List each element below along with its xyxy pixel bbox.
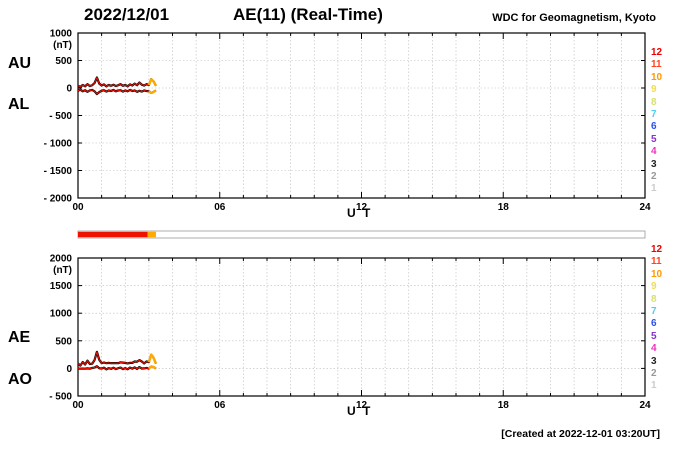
station-count-legend-bottom: 12 11 10 9 8 7 6 5 4 3 2 1 [651, 244, 681, 393]
station-count-5: 5 [651, 133, 657, 145]
x-tick-label: 24 [639, 400, 651, 411]
data-source-label: WDC for Geomagnetism, Kyoto [492, 12, 656, 24]
trace-ae-recent [147, 353, 158, 365]
trace-au [77, 77, 157, 88]
station-count-8: 8 [651, 96, 657, 108]
page-title: AE(11) (Real-Time) [233, 5, 383, 24]
y-tick-label: 1000 [50, 309, 73, 320]
station-count-11: 11 [651, 59, 662, 71]
station-count-6: 6 [651, 121, 657, 133]
station-count-9: 9 [651, 84, 657, 96]
x-axis-label-bottom: U T [347, 404, 373, 418]
station-count-12: 12 [651, 244, 663, 255]
station-count-1: 1 [651, 183, 657, 195]
plot-date: 2022/12/01 [84, 5, 170, 24]
plot-frame [77, 257, 646, 397]
x-tick-label: 06 [214, 400, 226, 411]
y-axis-unit: (nT) [53, 265, 72, 276]
station-count-7: 7 [651, 109, 657, 121]
station-count-1: 1 [651, 380, 657, 392]
x-tick-label: 12 [356, 400, 368, 411]
station-colorbar [77, 230, 646, 239]
ao-axis-label: AO [8, 371, 32, 388]
station-count-7: 7 [651, 306, 657, 318]
station-count-8: 8 [651, 293, 657, 305]
y-tick-label: 2000 [50, 254, 73, 265]
al-axis-label: AL [8, 96, 30, 113]
x-tick-label: 12 [356, 202, 368, 213]
trace-al-recent [148, 89, 157, 95]
x-axis-label-top: U T [347, 206, 373, 220]
created-timestamp: [Created at 2022-12-01 03:20UT] [501, 428, 660, 440]
x-tick-label: 06 [214, 202, 226, 213]
x-tick-label: 00 [72, 202, 84, 213]
y-tick-label: - 500 [49, 392, 72, 403]
y-tick-label: - 1500 [44, 166, 73, 177]
x-tick-label: 24 [639, 202, 651, 213]
y-tick-label: 1500 [50, 281, 73, 292]
station-count-9: 9 [651, 281, 657, 293]
station-count-10: 10 [651, 268, 663, 280]
ae-axis-label: AE [8, 329, 31, 346]
trace-al [77, 89, 157, 95]
trace-ao-recent [148, 365, 157, 370]
trace-ao [78, 365, 157, 370]
station-count-3: 3 [651, 158, 657, 170]
y-tick-label: 500 [55, 56, 72, 67]
plot-frame [77, 32, 646, 199]
station-count-12: 12 [651, 47, 663, 58]
y-tick-label: - 1000 [44, 139, 73, 150]
station-count-5: 5 [651, 330, 657, 342]
station-count-6: 6 [651, 318, 657, 330]
x-tick-label: 18 [498, 400, 510, 411]
y-tick-label: 500 [55, 336, 72, 347]
station-count-4: 4 [651, 343, 657, 355]
y-tick-label: 1000 [50, 29, 73, 40]
au-axis-label: AU [8, 55, 32, 72]
trace-au-recent [147, 77, 158, 87]
trace-ae [77, 351, 157, 367]
y-axis-unit: (nT) [53, 40, 72, 51]
colorbar-segment [147, 231, 156, 238]
y-tick-label: 0 [66, 364, 72, 375]
station-count-2: 2 [651, 171, 657, 183]
y-tick-label: - 500 [49, 111, 72, 122]
colorbar-segment [78, 231, 148, 238]
x-tick-label: 00 [72, 400, 84, 411]
station-count-10: 10 [651, 71, 663, 83]
station-count-legend-top: 12 11 10 9 8 7 6 5 4 3 2 1 [651, 47, 681, 196]
station-count-3: 3 [651, 355, 657, 367]
y-tick-label: - 2000 [44, 194, 73, 205]
station-count-2: 2 [651, 368, 657, 380]
y-tick-label: 0 [66, 84, 72, 95]
station-count-4: 4 [651, 146, 657, 158]
station-count-11: 11 [651, 256, 662, 268]
x-tick-label: 18 [498, 202, 510, 213]
